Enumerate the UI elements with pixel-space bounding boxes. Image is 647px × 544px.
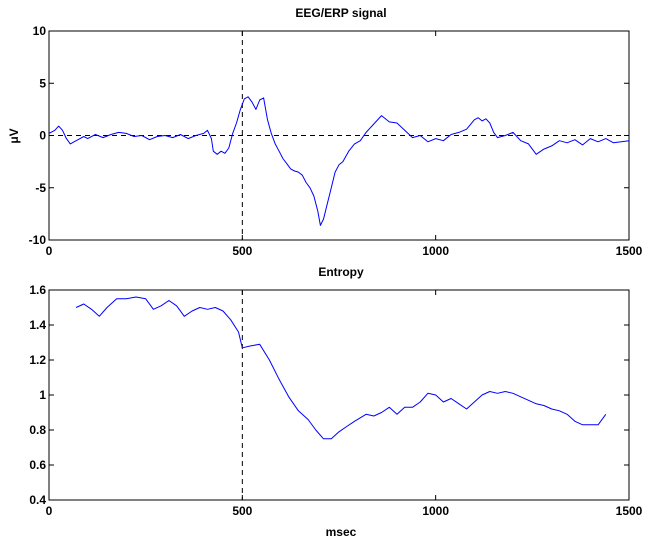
eeg-x-tick-label: 1500: [616, 244, 643, 258]
entropy-y-tick-label: 0.8: [29, 423, 46, 437]
entropy-x-tick-label: 500: [232, 504, 252, 518]
entropy-y-tick-label: 0.6: [29, 458, 46, 472]
entropy-y-tick-label: 1.4: [29, 318, 46, 332]
entropy-x-tick-label: 0: [46, 504, 53, 518]
eeg-y-tick-label: 0: [39, 129, 46, 143]
entropy-panel: Entropy msec 0 500 1000 1500 0.4 0.6 0.8 1 1.2 1.…: [29, 265, 642, 539]
entropy-y-tick-label: 0.4: [29, 493, 46, 507]
eeg-chart-title: EEG/ERP signal: [295, 6, 386, 20]
entropy-x-axis-label: msec: [326, 525, 357, 539]
entropy-chart-title: Entropy: [318, 265, 364, 279]
entropy-x-tick-label: 1500: [616, 504, 643, 518]
entropy-series-line: [75, 296, 607, 440]
entropy-y-tick-label: 1.2: [29, 353, 46, 367]
eeg-y-tick-label: 10: [33, 24, 47, 38]
eeg-x-tick-label: 0: [46, 244, 53, 258]
entropy-x-tick-label: 1000: [422, 504, 449, 518]
eeg-y-tick-label: 5: [39, 76, 46, 90]
eeg-y-tick-label: -10: [29, 233, 47, 247]
eeg-erp-panel: EEG/ERP signal μV 0 500 1000 1500 -10 -5 0 5 10: [7, 6, 643, 258]
entropy-y-tick-label: 1.6: [29, 283, 46, 297]
entropy-y-tick-label: 1: [39, 388, 46, 402]
eeg-series-line: [48, 96, 630, 226]
eeg-x-tick-label: 1000: [422, 244, 449, 258]
eeg-y-tick-label: -5: [35, 181, 46, 195]
entropy-axes-box: [48, 289, 630, 501]
eeg-x-tick-label: 500: [232, 244, 252, 258]
eeg-y-axis-label: μV: [7, 128, 21, 143]
